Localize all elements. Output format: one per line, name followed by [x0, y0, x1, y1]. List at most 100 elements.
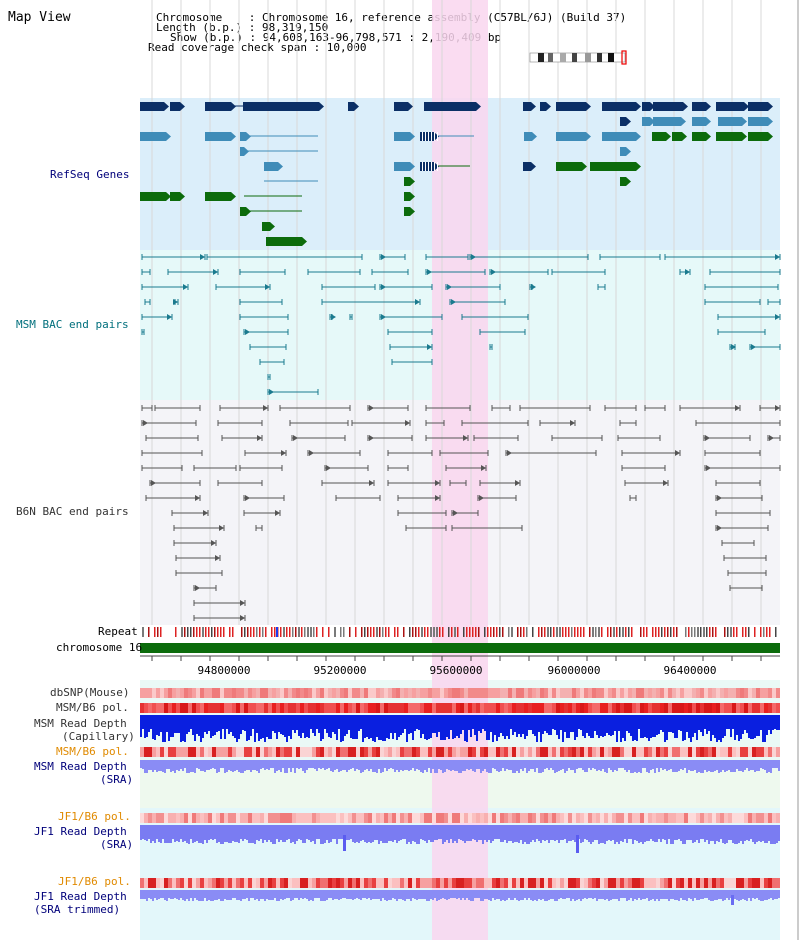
- jf1-depth-trimmed-bar: [436, 890, 438, 901]
- msm-b6-pol2-cell: [340, 747, 344, 757]
- msm-b6-pol2-cell: [668, 747, 672, 757]
- jf1-b6-pol2-cell: [432, 878, 436, 888]
- jf1-depth-trimmed-bar: [456, 890, 458, 899]
- jf1-depth-trimmed-bar: [382, 890, 384, 898]
- jf1-b6-pol2-cell: [244, 878, 248, 888]
- repeat-element: [187, 627, 189, 637]
- gene-exon: [348, 102, 354, 111]
- gene-exon: [602, 102, 636, 111]
- jf1-depth-trimmed-bar: [238, 890, 240, 900]
- jf1-depth-sra-bar: [218, 825, 220, 842]
- jf1-depth-trimmed-bar: [424, 890, 426, 899]
- jf1-b6-pol2-cell: [720, 878, 724, 888]
- msm-depth-sra-bar: [594, 760, 596, 769]
- jf1-depth-sra-bar: [554, 825, 556, 841]
- msm-b6-pol-cell: [624, 703, 628, 713]
- msm-depth-capillary-bar: [176, 715, 178, 733]
- gene-strand-arrow: [354, 102, 359, 111]
- dbsnp-cell: [764, 688, 768, 698]
- msm-depth-sra-bar: [154, 760, 156, 770]
- msm-depth-capillary-bar: [436, 715, 438, 737]
- jf1-depth-sra-bar: [328, 825, 330, 843]
- msm-depth-capillary-bar: [620, 715, 622, 742]
- msm-b6-pol-cell: [460, 703, 464, 713]
- jf1-b6-pol-cell: [556, 813, 560, 823]
- msm-b6-pol-cell: [476, 703, 480, 713]
- msm-b6-pol2-cell: [228, 747, 232, 757]
- repeat-element: [412, 627, 414, 637]
- msm-b6-pol2-cell: [180, 747, 184, 757]
- jf1-depth-trimmed-bar: [346, 890, 348, 899]
- jf1-b6-pol-cell: [220, 813, 224, 823]
- jf1-b6-pol2-cell: [676, 878, 680, 888]
- msm-b6-pol-cell: [192, 703, 196, 713]
- jf1-depth-trimmed-bar: [226, 890, 228, 900]
- jf1-b6-pol-cell: [268, 813, 272, 823]
- jf1-depth-sra-bar: [460, 825, 462, 840]
- msm-depth-sra-bar: [770, 760, 772, 773]
- track-label-b6n-bac[interactable]: B6N BAC end pairs: [16, 505, 129, 518]
- jf1-depth-sra-bar: [770, 825, 772, 844]
- jf1-depth-trimmed-bar: [574, 890, 576, 901]
- msm-b6-pol-cell: [604, 703, 608, 713]
- jf1-b6-pol2-cell: [328, 878, 332, 888]
- msm-depth-capillary-bar: [460, 715, 462, 734]
- axis-tick-label: 95200000: [314, 664, 367, 677]
- jf1-depth-trimmed-bar: [160, 890, 162, 898]
- dbsnp-cell: [448, 688, 452, 698]
- msm-depth-capillary-bar: [214, 715, 216, 735]
- msm-depth-sra-bar: [356, 760, 358, 769]
- jf1-depth-sra-bar: [470, 825, 472, 841]
- jf1-depth-trimmed-bar: [286, 890, 288, 898]
- msm-depth-capillary-bar: [256, 715, 258, 733]
- track-label-repeat: Repeat: [98, 625, 138, 638]
- jf1-depth-sra-bar: [362, 825, 364, 840]
- jf1-depth-sra-bar: [400, 825, 402, 840]
- msm-b6-pol-cell: [732, 703, 736, 713]
- dbsnp-cell: [696, 688, 700, 698]
- jf1-depth-trimmed-bar: [538, 890, 540, 899]
- b6n-bac-arrow: [263, 405, 268, 411]
- jf1-b6-pol-cell: [600, 813, 604, 823]
- msm-b6-pol-cell: [724, 703, 728, 713]
- msm-depth-capillary-bar: [178, 715, 180, 733]
- gene-strand-arrow: [278, 162, 283, 171]
- jf1-depth-trimmed-bar: [476, 890, 478, 898]
- jf1-depth-sra-bar: [538, 825, 540, 841]
- track-label-refseq[interactable]: RefSeq Genes: [50, 168, 130, 181]
- jf1-depth-trimmed-bar: [402, 890, 404, 900]
- msm-depth-capillary-bar: [674, 715, 676, 738]
- msm-b6-pol2-cell: [192, 747, 196, 757]
- msm-b6-pol-cell: [588, 703, 592, 713]
- jf1-depth-sra-bar: [702, 825, 704, 839]
- jf1-depth-sra-bar: [566, 825, 568, 843]
- jf1-depth-trimmed-bar: [358, 890, 360, 899]
- jf1-b6-pol2-cell: [756, 878, 760, 888]
- msm-bac-arrow: [685, 269, 690, 275]
- repeat-element: [523, 627, 525, 637]
- jf1-depth-trimmed-bar: [486, 890, 488, 899]
- gene-strand-arrow: [768, 102, 773, 111]
- jf1-b6-pol2-cell: [396, 878, 400, 888]
- jf1-depth-sra-bar: [162, 825, 164, 839]
- msm-b6-pol2-cell: [376, 747, 380, 757]
- msm-depth-sra-bar: [672, 760, 674, 772]
- msm-b6-pol-cell: [228, 703, 232, 713]
- track-label-msm-bac[interactable]: MSM BAC end pairs: [16, 318, 129, 331]
- msm-depth-sra-bar: [700, 760, 702, 773]
- msm-depth-sra-bar: [372, 760, 374, 772]
- jf1-b6-pol-cell: [328, 813, 332, 823]
- gene-exon: [240, 207, 246, 216]
- jf1-depth-sra-bar: [272, 825, 274, 844]
- msm-depth-sra-bar: [182, 760, 184, 771]
- jf1-depth-sra-bar: [672, 825, 674, 844]
- msm-depth-sra-bar: [442, 760, 444, 773]
- msm-depth-sra-bar: [582, 760, 584, 770]
- repeat-element: [601, 627, 603, 637]
- msm-depth-sra-bar: [352, 760, 354, 768]
- msm-b6-pol-cell: [440, 703, 444, 713]
- jf1-b6-pol2-cell: [724, 878, 728, 888]
- msm-b6-pol-cell: [448, 703, 452, 713]
- msm-depth-capillary-bar: [720, 715, 722, 742]
